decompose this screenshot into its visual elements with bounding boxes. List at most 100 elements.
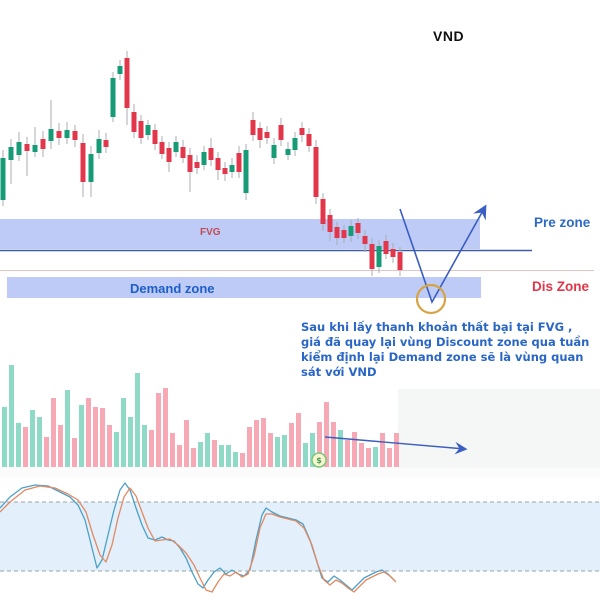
candle <box>341 230 347 238</box>
volume-bar <box>72 438 77 467</box>
volume-bar <box>114 432 119 467</box>
candle <box>180 147 186 158</box>
candle <box>320 199 326 224</box>
volume-bar <box>345 440 350 467</box>
volume-bar <box>128 417 133 467</box>
candle <box>80 143 86 182</box>
event-marker-glyph: $ <box>316 456 322 465</box>
volume-bar <box>303 443 308 467</box>
oscillator-band <box>0 502 600 571</box>
candle <box>173 142 179 152</box>
symbol-title: VND <box>433 28 465 44</box>
volume-bar <box>331 422 336 467</box>
volume-bar <box>240 453 245 467</box>
volume-pane-empty-region <box>398 389 600 477</box>
volume-bar <box>247 427 252 467</box>
recovery-v-arrow <box>399 204 487 304</box>
volume-bar <box>184 420 189 467</box>
volume-bar <box>282 435 287 467</box>
candle <box>355 223 361 233</box>
candle <box>117 66 123 74</box>
volume-trend-arrow <box>324 436 468 455</box>
candle <box>187 155 193 172</box>
volume-bar <box>163 388 168 467</box>
candle <box>24 144 30 151</box>
volume-bar <box>30 410 35 467</box>
candle <box>236 153 242 172</box>
annotation-line: Sau khi lấy thanh khoản thất bại tại FVG… <box>301 320 573 334</box>
volume-bar <box>226 445 231 467</box>
volume-bar <box>296 413 301 467</box>
volume-bar <box>23 427 28 467</box>
volume-bar <box>387 448 392 467</box>
volume-bar <box>58 425 63 467</box>
volume-bar <box>170 433 175 467</box>
volume-bar <box>191 448 196 467</box>
demand-zone-band <box>7 277 481 298</box>
volume-bar <box>205 433 210 467</box>
volume-bar <box>338 430 343 467</box>
volume-bar <box>198 442 203 467</box>
candle <box>383 241 389 254</box>
volume-bar <box>2 407 7 467</box>
candle <box>110 78 116 117</box>
volume-bar <box>100 408 105 467</box>
volume-bar <box>65 390 70 467</box>
volume-bar <box>142 425 147 467</box>
fvg-zone-label: FVG <box>200 227 221 238</box>
candle <box>72 131 78 140</box>
candle <box>96 139 102 153</box>
candle <box>32 145 38 152</box>
candle <box>215 158 221 170</box>
volume-bar <box>261 418 266 467</box>
volume-bar <box>149 430 154 467</box>
candle <box>264 132 270 138</box>
candle <box>397 252 403 270</box>
volume-bar <box>359 443 364 467</box>
candle <box>390 249 396 257</box>
candle <box>376 246 382 267</box>
volume-bar <box>86 398 91 467</box>
volume-bar <box>93 407 98 467</box>
candle <box>306 134 312 146</box>
volume-bar <box>233 452 238 467</box>
candle <box>48 129 54 141</box>
dis-zone-label: Dis Zone <box>532 279 590 294</box>
event-marker-icon <box>311 452 327 468</box>
candle <box>292 138 298 150</box>
candle <box>369 244 375 269</box>
volume-bar <box>373 447 378 467</box>
volume-bar <box>177 445 182 467</box>
volume-bar <box>79 405 84 467</box>
volume-bar <box>212 440 217 467</box>
volume-bar <box>352 432 357 467</box>
candle <box>166 148 172 162</box>
candle <box>56 131 62 138</box>
volume-bar <box>310 433 315 467</box>
volume-bar <box>380 433 385 467</box>
candle <box>124 58 130 108</box>
annotation-line: kiểm định lại Demand zone sẽ là vùng qua… <box>301 349 584 364</box>
volume-bar <box>135 373 140 467</box>
volume-bar <box>289 423 294 467</box>
candle <box>201 152 207 165</box>
candle <box>362 236 368 244</box>
annotation-line: sát với VND <box>301 364 377 379</box>
candle <box>64 130 70 138</box>
candle <box>257 128 263 140</box>
volume-bar <box>156 393 161 467</box>
volume-bar <box>51 398 56 467</box>
volume-bar <box>121 398 126 467</box>
candle <box>40 139 46 149</box>
volume-bar <box>275 437 280 467</box>
volume-bar <box>254 420 259 467</box>
demand-zone-label: Demand zone <box>130 281 215 296</box>
candle <box>8 147 14 160</box>
pane-separator <box>0 467 600 478</box>
candle <box>16 142 22 155</box>
volume-bar <box>44 437 49 467</box>
volume-bar <box>394 433 399 467</box>
candle <box>334 227 340 238</box>
